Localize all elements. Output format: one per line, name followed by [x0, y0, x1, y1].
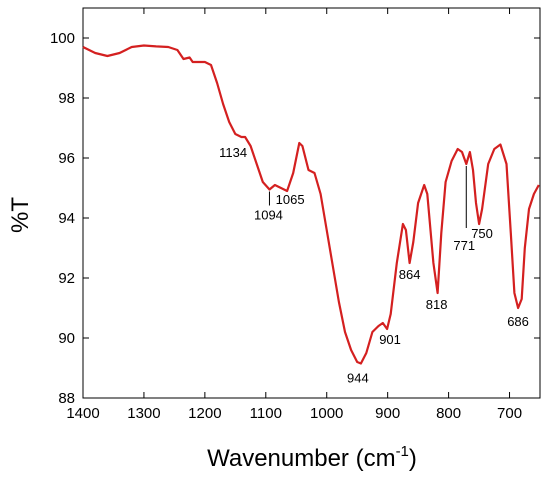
x-tick-label: 900 — [375, 405, 400, 422]
annotation: 1094 — [254, 208, 283, 223]
x-tick-label: 1000 — [310, 405, 343, 422]
y-tick-label: 94 — [58, 210, 75, 227]
annotation: 818 — [426, 297, 448, 312]
x-axis-label: Wavenumber (cm-1) — [207, 443, 417, 472]
y-tick-label: 96 — [58, 150, 75, 167]
annotation: 944 — [347, 371, 369, 386]
y-tick-label: 92 — [58, 270, 75, 287]
annotation: 1134 — [219, 145, 247, 160]
plot-frame — [82, 7, 541, 399]
annotation: 864 — [399, 267, 421, 282]
x-tick-label: 1100 — [250, 405, 282, 422]
y-tick-label: 98 — [58, 90, 75, 107]
y-tick-label: 90 — [58, 330, 75, 347]
annotation: 901 — [379, 332, 401, 347]
x-tick-label: 800 — [436, 405, 461, 422]
y-tick-label: 88 — [58, 390, 75, 407]
annotation: 771 — [453, 238, 475, 253]
x-axis-label-end: ) — [409, 445, 417, 472]
x-axis-label-main: Wavenumber (cm — [207, 445, 395, 472]
x-tick-label: 1200 — [188, 405, 221, 422]
x-tick-label: 700 — [497, 405, 522, 422]
y-axis-label: %T — [7, 197, 34, 233]
y-tick-label: 100 — [50, 30, 75, 47]
annotation: 686 — [507, 314, 529, 329]
x-tick-label: 1400 — [66, 405, 99, 422]
annotation: 1065 — [276, 192, 305, 207]
x-tick-label: 1300 — [127, 405, 160, 422]
annotation: 750 — [471, 226, 493, 241]
x-axis-label-sup: -1 — [396, 443, 409, 460]
spectrum-line — [82, 44, 540, 365]
